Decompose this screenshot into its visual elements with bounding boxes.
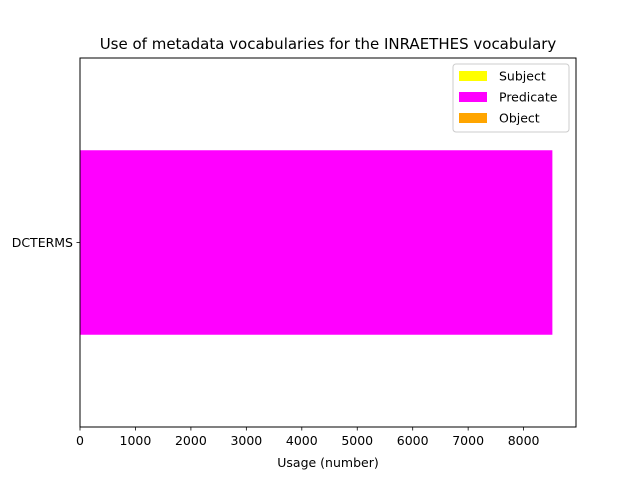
x-axis-label: Usage (number) [277,455,378,470]
plot-area-frame [79,57,577,428]
legend-label-predicate: Predicate [499,90,558,105]
y-tick-label: DCTERMS [12,235,73,250]
bars [80,150,553,335]
x-tick-label: 3000 [230,433,262,448]
bar-predicate-dcterms [80,150,553,335]
x-axis-ticks: 0 1000 2000 3000 4000 5000 6000 7000 8000 [76,427,540,448]
legend-swatch-predicate [459,92,487,102]
legend-swatch-subject [459,71,487,81]
y-axis-ticks: DCTERMS [12,235,80,250]
legend-label-object: Object [499,111,540,126]
x-tick-label: 5000 [341,433,373,448]
x-tick-label: 4000 [286,433,318,448]
legend-swatch-object [459,113,487,123]
x-tick-label: 7000 [452,433,484,448]
chart-title: Use of metadata vocabularies for the INR… [100,35,557,53]
x-tick-label: 2000 [175,433,207,448]
legend: Subject Predicate Object [452,63,570,133]
legend-label-subject: Subject [499,69,546,84]
x-tick-label: 1000 [120,433,152,448]
x-tick-label: 6000 [397,433,429,448]
x-tick-label: 0 [76,433,84,448]
legend-entries: Subject Predicate Object [459,69,558,126]
x-tick-label: 8000 [508,433,540,448]
